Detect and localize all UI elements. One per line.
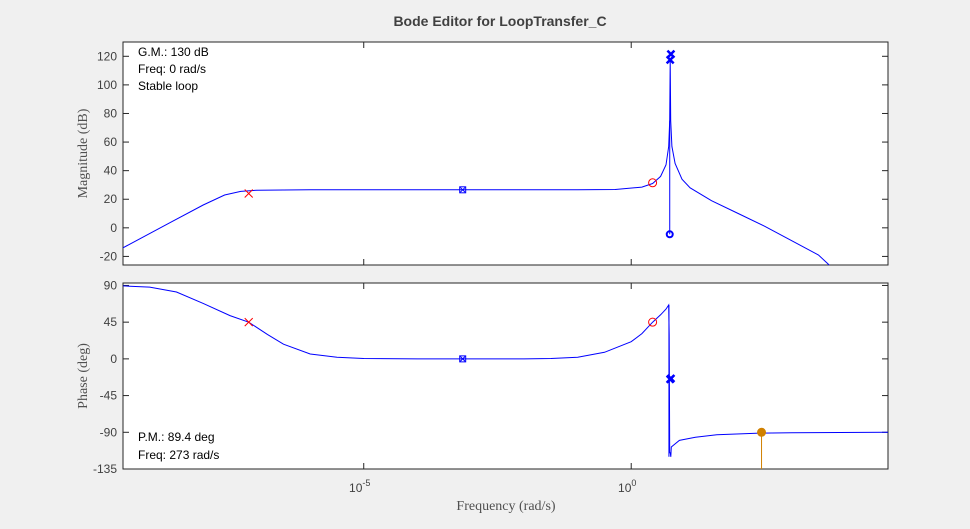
magnitude-ytick-label: 80	[104, 106, 118, 120]
magnitude-ytick-label: 60	[104, 135, 118, 149]
phase-zero-marker[interactable]	[648, 317, 658, 327]
magnitude-plot-area[interactable]	[122, 41, 889, 266]
magnitude-ytick-label: 100	[97, 78, 117, 92]
magnitude-complex-pole-marker[interactable]	[666, 49, 676, 59]
x-tick-label: 100	[618, 478, 636, 495]
phase-margin-label: P.M.: 89.4 deg	[138, 430, 215, 444]
magnitude-markers[interactable]	[244, 49, 676, 239]
chart-title: Bode Editor for LoopTransfer_C	[393, 13, 606, 29]
phase-ytick-label: 0	[110, 352, 117, 366]
magnitude-y-axis-label: Magnitude (dB)	[76, 108, 91, 198]
phase-zero-pole-marker[interactable]	[459, 355, 467, 363]
magnitude-zero-marker[interactable]	[648, 178, 658, 188]
phase-y-axis-label: Phase (deg)	[76, 343, 91, 409]
magnitude-zero-pole-cross	[459, 186, 466, 193]
magnitude-x-ticks	[363, 42, 632, 265]
phase-x-ticks	[363, 283, 632, 469]
magnitude-pole-marker[interactable]	[244, 189, 254, 198]
gain-margin-freq-label: Freq: 0 rad/s	[138, 62, 206, 76]
phase-ytick-label: 90	[104, 278, 118, 292]
magnitude-curve[interactable]	[122, 59, 830, 266]
magnitude-zero-pole-marker[interactable]	[459, 186, 467, 194]
phase-plot-area[interactable]	[122, 282, 889, 470]
phase-margin-marker[interactable]	[757, 427, 767, 437]
magnitude-ytick-label: 0	[110, 221, 117, 235]
magnitude-ytick-label: -20	[100, 249, 118, 263]
magnitude-axes[interactable]: 120 100 80 60 40 20 0 -20 G.M.: 130 dB Freq: 0 …	[76, 41, 889, 266]
magnitude-ytick-label: 20	[104, 192, 118, 206]
x-tick-labels: 10-5 100	[349, 478, 636, 495]
phase-complex-pole-marker[interactable]	[666, 374, 676, 383]
magnitude-zero-marker[interactable]	[665, 230, 674, 239]
phase-curve[interactable]	[122, 285, 889, 457]
phase-axes[interactable]: 90 45 0 -45 -90 -135 P.M.: 89.4 deg Freq: 273…	[76, 278, 889, 476]
phase-ytick-label: -90	[100, 425, 118, 439]
phase-ytick-label: -135	[93, 462, 117, 476]
magnitude-ytick-label: 40	[104, 164, 118, 178]
magnitude-ytick-label: 120	[97, 49, 117, 63]
magnitude-y-ticks: 120 100 80 60 40 20 0 -20	[97, 49, 888, 263]
phase-ytick-label: -45	[100, 389, 118, 403]
x-axis-label: Frequency (rad/s)	[456, 499, 555, 514]
phase-zero-pole-cross	[459, 356, 466, 362]
phase-pole-marker[interactable]	[244, 317, 254, 327]
stability-label: Stable loop	[138, 79, 198, 93]
phase-ytick-label: 45	[104, 315, 118, 329]
gain-margin-label: G.M.: 130 dB	[138, 45, 209, 59]
phase-y-ticks: 90 45 0 -45 -90 -135	[93, 278, 888, 476]
x-tick-label: 10-5	[349, 478, 370, 495]
phase-markers[interactable]	[244, 317, 767, 437]
phase-margin-freq-label: Freq: 273 rad/s	[138, 448, 219, 462]
